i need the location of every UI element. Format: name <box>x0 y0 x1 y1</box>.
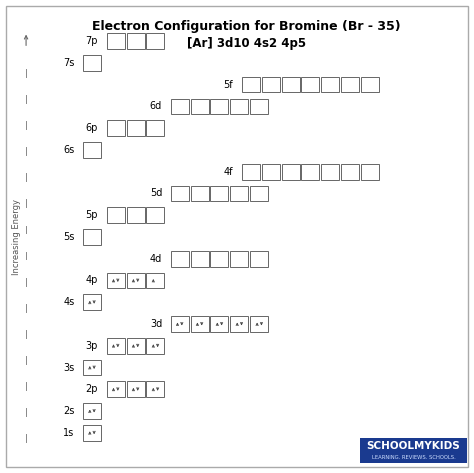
Bar <box>83 142 101 158</box>
Bar <box>262 77 280 93</box>
Bar <box>127 120 145 136</box>
Bar <box>242 77 260 93</box>
Bar <box>191 251 209 267</box>
Bar <box>210 251 228 267</box>
Text: 1s: 1s <box>63 428 74 438</box>
Bar <box>210 185 228 201</box>
Bar <box>83 294 101 310</box>
Text: 3d: 3d <box>150 319 162 329</box>
Bar <box>146 381 164 397</box>
Bar <box>146 33 164 49</box>
Bar <box>321 164 339 179</box>
Text: 5d: 5d <box>150 188 162 199</box>
Bar <box>146 272 164 288</box>
Text: 2p: 2p <box>86 384 98 394</box>
Bar <box>250 316 268 332</box>
Text: 6p: 6p <box>86 123 98 133</box>
Bar <box>107 207 125 223</box>
Bar <box>83 425 101 441</box>
Bar <box>230 316 248 332</box>
Bar <box>83 229 101 245</box>
Bar <box>230 251 248 267</box>
Text: 4s: 4s <box>63 297 74 307</box>
Bar <box>230 185 248 201</box>
Bar <box>127 338 145 354</box>
Text: LEARNING. REVIEWS. SCHOOLS.: LEARNING. REVIEWS. SCHOOLS. <box>372 455 456 460</box>
Bar <box>191 316 209 332</box>
Text: [Ar] 3d10 4s2 4p5: [Ar] 3d10 4s2 4p5 <box>187 37 306 50</box>
Bar <box>127 272 145 288</box>
Bar <box>250 185 268 201</box>
Bar <box>361 77 379 93</box>
Text: SCHOOLMYKIDS: SCHOOLMYKIDS <box>367 440 460 451</box>
Text: 5s: 5s <box>63 232 74 242</box>
FancyBboxPatch shape <box>6 6 468 467</box>
Bar <box>191 185 209 201</box>
Text: 6d: 6d <box>150 101 162 112</box>
Bar <box>107 272 125 288</box>
Text: 5p: 5p <box>86 210 98 220</box>
Text: 4d: 4d <box>150 254 162 264</box>
Text: 4f: 4f <box>224 166 233 177</box>
Bar <box>83 55 101 71</box>
Bar <box>360 438 467 463</box>
Bar <box>127 33 145 49</box>
Bar <box>341 77 359 93</box>
Text: 6s: 6s <box>63 145 74 155</box>
Bar <box>361 164 379 179</box>
Bar <box>230 99 248 114</box>
Bar <box>341 164 359 179</box>
Text: 7s: 7s <box>63 58 74 68</box>
Bar <box>171 185 189 201</box>
Bar <box>301 77 319 93</box>
Bar <box>301 164 319 179</box>
Bar <box>210 316 228 332</box>
Bar <box>107 33 125 49</box>
Bar <box>210 99 228 114</box>
Bar <box>83 403 101 419</box>
Bar <box>107 381 125 397</box>
Bar <box>250 99 268 114</box>
Text: Increasing Energy: Increasing Energy <box>12 199 21 275</box>
Bar <box>107 338 125 354</box>
Text: 2s: 2s <box>63 406 74 416</box>
Bar <box>250 251 268 267</box>
Bar <box>262 164 280 179</box>
Text: 3s: 3s <box>63 362 74 373</box>
Bar <box>191 99 209 114</box>
Bar <box>127 381 145 397</box>
Bar <box>146 338 164 354</box>
Bar <box>171 99 189 114</box>
Bar <box>83 359 101 376</box>
Bar <box>171 251 189 267</box>
Bar <box>282 164 300 179</box>
Bar <box>107 120 125 136</box>
Text: 4p: 4p <box>86 275 98 286</box>
Bar <box>171 316 189 332</box>
Bar <box>127 207 145 223</box>
Text: 7p: 7p <box>86 36 98 46</box>
Bar <box>282 77 300 93</box>
Bar <box>242 164 260 179</box>
Bar <box>321 77 339 93</box>
Text: 3p: 3p <box>86 341 98 351</box>
Text: 5f: 5f <box>224 79 233 90</box>
Bar <box>146 120 164 136</box>
Bar <box>146 207 164 223</box>
Text: Electron Configuration for Bromine (Br - 35): Electron Configuration for Bromine (Br -… <box>92 19 401 33</box>
